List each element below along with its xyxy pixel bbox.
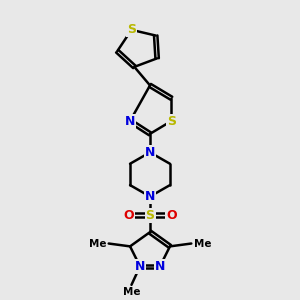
Text: S: S (146, 208, 154, 221)
Text: S: S (127, 23, 136, 36)
Text: N: N (135, 260, 145, 273)
Text: N: N (155, 260, 165, 273)
Text: N: N (145, 190, 155, 203)
Text: Me: Me (194, 238, 211, 248)
Text: S: S (167, 115, 176, 128)
Text: Me: Me (123, 287, 140, 297)
Text: O: O (166, 208, 177, 221)
Text: N: N (125, 115, 135, 128)
Text: O: O (123, 208, 134, 221)
Text: Me: Me (89, 238, 106, 248)
Text: N: N (145, 146, 155, 159)
